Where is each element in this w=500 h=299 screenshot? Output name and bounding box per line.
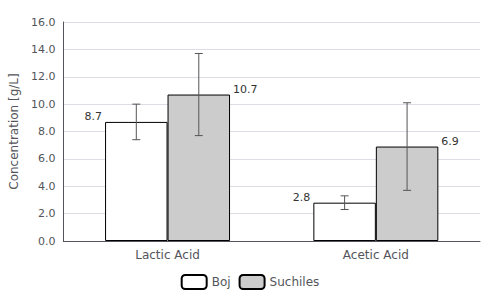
- svg-text:4.0: 4.0: [38, 180, 56, 193]
- svg-text:10.7: 10.7: [233, 83, 257, 96]
- svg-text:8.0: 8.0: [38, 125, 56, 138]
- svg-text:Boj: Boj: [212, 275, 231, 289]
- svg-text:2.8: 2.8: [293, 191, 311, 204]
- svg-text:Acetic Acid: Acetic Acid: [343, 248, 409, 262]
- svg-text:Lactic Acid: Lactic Acid: [135, 248, 200, 262]
- svg-text:12.0: 12.0: [31, 70, 56, 83]
- svg-text:10.0: 10.0: [31, 98, 56, 111]
- svg-text:0.0: 0.0: [38, 235, 56, 248]
- svg-text:14.0: 14.0: [31, 43, 56, 56]
- svg-text:Concentration [g/L]: Concentration [g/L]: [7, 73, 21, 189]
- svg-text:6.9: 6.9: [441, 135, 459, 148]
- svg-text:2.0: 2.0: [38, 207, 56, 220]
- svg-text:16.0: 16.0: [31, 16, 56, 29]
- svg-text:Suchiles: Suchiles: [270, 275, 320, 289]
- svg-text:8.7: 8.7: [85, 110, 103, 123]
- svg-text:6.0: 6.0: [38, 152, 56, 165]
